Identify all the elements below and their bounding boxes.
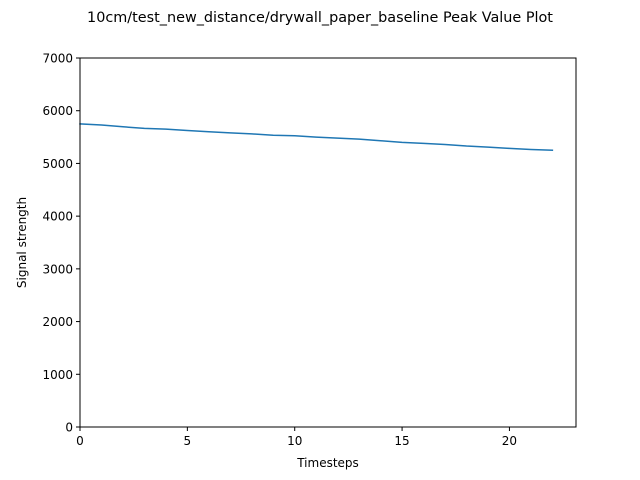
y-axis: 0 1000 2000 3000 4000 5000 6000 7000 — [42, 52, 80, 435]
y-tick-label: 5000 — [42, 157, 73, 171]
y-tick-label: 1000 — [42, 368, 73, 382]
x-tick-label: 5 — [184, 434, 192, 448]
series-line — [79, 123, 554, 152]
x-tick-label: 20 — [502, 434, 517, 448]
x-axis: 0 5 10 15 20 — [76, 427, 517, 448]
series-layer — [79, 123, 554, 152]
x-tick-label: 0 — [76, 434, 84, 448]
x-axis-label: Timesteps — [296, 456, 359, 470]
y-tick-label: 4000 — [42, 210, 73, 224]
y-tick-label: 0 — [65, 421, 73, 435]
plot-frame — [79, 57, 577, 428]
y-tick-label: 7000 — [42, 52, 73, 66]
y-tick-label: 2000 — [42, 315, 73, 329]
x-tick-label: 10 — [287, 434, 302, 448]
x-tick-label: 15 — [394, 434, 409, 448]
y-tick-label: 6000 — [42, 104, 73, 118]
chart-title: 10cm/test_new_distance/drywall_paper_bas… — [87, 10, 553, 26]
plot-area — [80, 58, 576, 427]
y-axis-label: Signal strength — [15, 197, 29, 288]
y-tick-label: 3000 — [42, 262, 73, 276]
